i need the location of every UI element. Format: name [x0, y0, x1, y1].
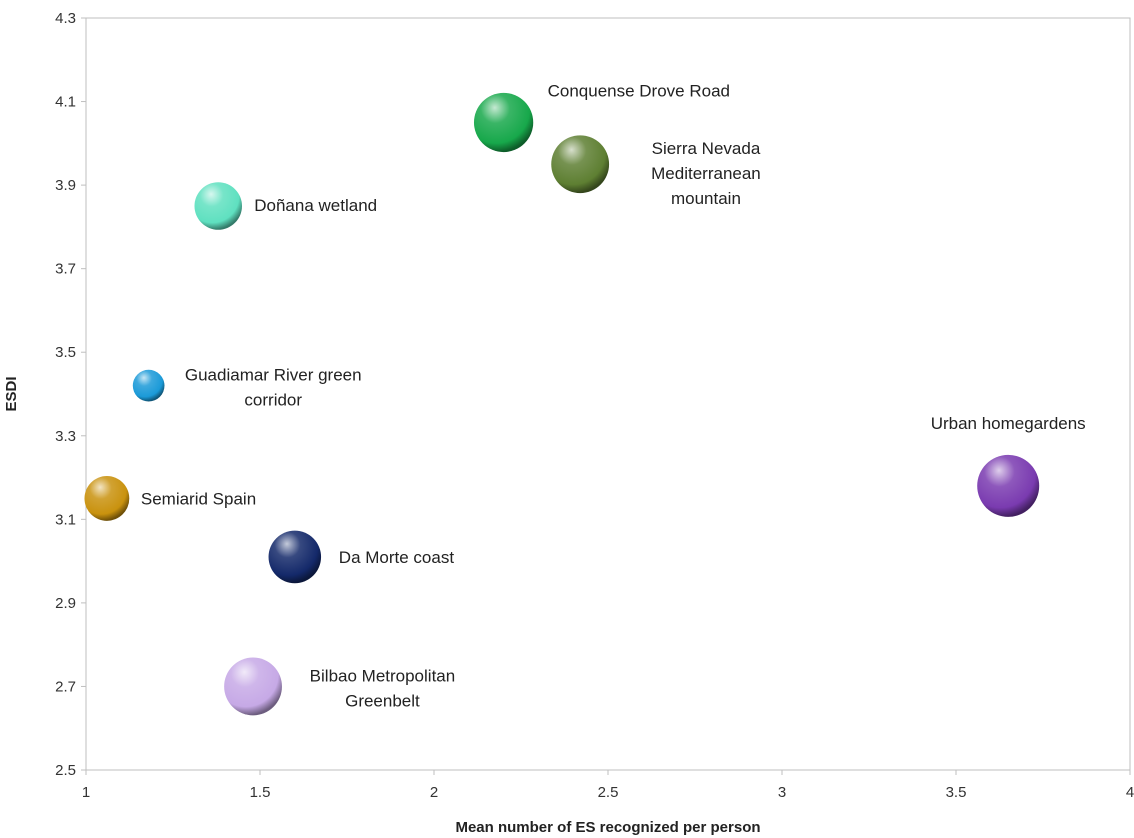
bubble-label: Guadiamar River green — [185, 366, 362, 385]
bubble — [473, 92, 534, 153]
x-tick-label: 1 — [82, 784, 90, 801]
x-tick-label: 1.5 — [250, 784, 271, 801]
x-tick-label: 2 — [430, 784, 438, 801]
bubble-label: Sierra Nevada — [652, 139, 761, 158]
y-tick-label: 2.7 — [55, 678, 76, 695]
y-tick-label: 2.9 — [55, 595, 76, 612]
bubble-label: Semiarid Spain — [141, 489, 256, 508]
plot-area-border — [85, 17, 1131, 771]
y-tick-label: 4.1 — [55, 94, 76, 111]
bubble — [194, 182, 242, 230]
x-tick-label: 2.5 — [598, 784, 619, 801]
x-tick-label: 3.5 — [946, 784, 967, 801]
y-tick-label: 3.5 — [55, 344, 76, 361]
bubble-label: Urban homegardens — [931, 414, 1086, 433]
bubble — [84, 476, 130, 521]
y-tick-label: 2.5 — [55, 762, 76, 779]
x-axis: 1 1.5 2 2.5 3 3.5 4 — [82, 770, 1134, 801]
y-tick-label: 4.3 — [55, 10, 76, 27]
bubble-series — [84, 92, 1040, 716]
bubble-label: mountain — [671, 189, 741, 208]
x-tick-label: 3 — [778, 784, 786, 801]
y-axis: 2.5 2.7 2.9 3.1 3.3 3.5 3.7 3.9 4.1 4.3 — [55, 10, 86, 779]
bubble-labels: Conquense Drove Road Sierra Nevada Mediter… — [141, 81, 1086, 710]
bubble — [551, 135, 610, 194]
bubble-label: Da Morte coast — [339, 548, 455, 567]
bubble — [132, 369, 165, 402]
bubble-label: Greenbelt — [345, 691, 420, 710]
bubble-label: Conquense Drove Road — [548, 81, 730, 100]
bubble-label: Bilbao Metropolitan — [310, 666, 456, 685]
x-axis-title: Mean number of ES recognized per person — [455, 819, 760, 836]
y-tick-label: 3.3 — [55, 428, 76, 445]
bubble — [977, 454, 1040, 517]
y-axis-title: ESDI — [3, 376, 20, 411]
bubble-label: Doñana wetland — [254, 196, 377, 215]
bubble — [268, 530, 322, 584]
bubble-label: corridor — [244, 391, 302, 410]
bubble-label: Mediterranean — [651, 164, 761, 183]
y-tick-label: 3.1 — [55, 511, 76, 528]
x-tick-label: 4 — [1126, 784, 1134, 801]
y-tick-label: 3.9 — [55, 177, 76, 194]
bubble — [224, 657, 282, 716]
y-tick-label: 3.7 — [55, 261, 76, 278]
